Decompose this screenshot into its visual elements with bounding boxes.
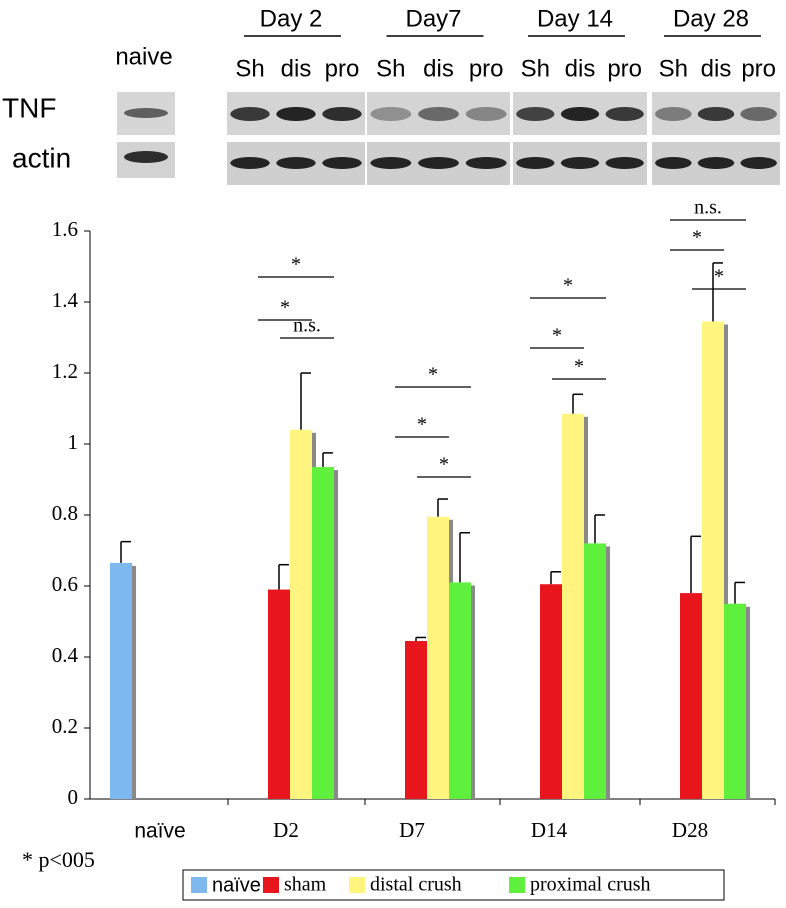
blot-band bbox=[560, 107, 600, 121]
bar bbox=[110, 562, 132, 799]
significance-label: * bbox=[291, 254, 301, 276]
blot-band bbox=[697, 107, 735, 121]
bar bbox=[562, 413, 584, 799]
legend-label: sham bbox=[284, 874, 327, 896]
significance-label: * bbox=[714, 266, 724, 288]
blot-band bbox=[124, 151, 168, 163]
naive-lane-label: naive bbox=[115, 43, 172, 70]
bar bbox=[449, 582, 471, 799]
day-label: Day 2 bbox=[260, 5, 323, 32]
bar bbox=[584, 543, 606, 799]
lane-label: pro bbox=[741, 55, 776, 82]
bar bbox=[290, 429, 312, 799]
blot-band bbox=[322, 107, 362, 121]
x-tick-label: D2 bbox=[273, 818, 299, 842]
significance-label: * bbox=[439, 454, 449, 476]
bar bbox=[724, 603, 746, 799]
significance-label: * bbox=[563, 275, 573, 297]
significance-label: n.s. bbox=[293, 315, 321, 337]
blot-band bbox=[516, 157, 555, 169]
bar bbox=[680, 593, 702, 799]
y-tick-label: 1.2 bbox=[52, 359, 78, 383]
bar bbox=[268, 589, 290, 799]
lane-label: dis bbox=[423, 55, 454, 82]
significance-label: * bbox=[428, 364, 438, 386]
significance-label: * bbox=[417, 414, 427, 436]
lane-label: pro bbox=[325, 55, 360, 82]
bar bbox=[702, 321, 724, 799]
significance-label: * bbox=[692, 227, 702, 249]
blot-band bbox=[124, 108, 168, 118]
blot-band bbox=[740, 107, 777, 121]
y-tick-label: 0 bbox=[68, 785, 79, 809]
legend-label: naïve bbox=[212, 874, 261, 896]
blot-band bbox=[465, 157, 507, 169]
bar bbox=[427, 516, 449, 799]
blot-band bbox=[465, 107, 507, 121]
y-tick-label: 0.6 bbox=[52, 572, 78, 596]
blot-band bbox=[655, 157, 692, 169]
y-tick-label: 0.2 bbox=[52, 714, 78, 738]
x-tick-label: naïve bbox=[134, 820, 185, 843]
blot-band bbox=[740, 157, 777, 169]
blot-band bbox=[230, 107, 270, 121]
blot-band bbox=[370, 157, 412, 169]
blot-band bbox=[605, 157, 644, 169]
blot-band bbox=[418, 157, 459, 169]
significance-label: n.s. bbox=[694, 197, 722, 219]
legend-swatch bbox=[191, 877, 207, 893]
y-tick-label: 0.8 bbox=[52, 501, 78, 525]
lane-label: dis bbox=[281, 55, 312, 82]
day-label: Day 14 bbox=[537, 5, 613, 32]
row-label: actin bbox=[12, 142, 71, 173]
blot-band bbox=[230, 157, 270, 169]
significance-label: * bbox=[552, 325, 562, 347]
day-label: Day7 bbox=[405, 5, 461, 32]
x-tick-label: D14 bbox=[531, 818, 568, 842]
bar bbox=[540, 584, 562, 799]
blot-band bbox=[276, 157, 316, 169]
lane-label: dis bbox=[565, 55, 596, 82]
blot-band bbox=[655, 107, 692, 121]
legend-swatch bbox=[263, 877, 279, 893]
bar bbox=[312, 467, 334, 799]
legend-label: proximal crush bbox=[530, 874, 651, 896]
y-tick-label: 0.4 bbox=[52, 643, 79, 667]
lane-label: dis bbox=[701, 55, 732, 82]
legend-swatch bbox=[509, 877, 525, 893]
blot-band bbox=[605, 107, 644, 121]
blot-band bbox=[560, 157, 600, 169]
lane-label: pro bbox=[469, 55, 504, 82]
y-tick-label: 1.6 bbox=[52, 217, 78, 241]
y-tick-label: 1.4 bbox=[52, 288, 79, 312]
lane-label: Sh bbox=[659, 55, 688, 82]
y-tick-label: 1 bbox=[68, 430, 79, 454]
day-label: Day 28 bbox=[673, 5, 749, 32]
x-tick-label: D7 bbox=[399, 818, 425, 842]
lane-label: Sh bbox=[235, 55, 264, 82]
footnote: * p<005 bbox=[22, 847, 95, 872]
legend-box bbox=[182, 869, 725, 901]
x-tick-label: D28 bbox=[672, 818, 708, 842]
blot-band bbox=[322, 157, 362, 169]
legend-swatch bbox=[349, 877, 365, 893]
lane-label: pro bbox=[607, 55, 642, 82]
lane-label: Sh bbox=[521, 55, 550, 82]
lane-label: Sh bbox=[376, 55, 405, 82]
blot-band bbox=[370, 107, 412, 121]
legend-label: distal crush bbox=[370, 874, 462, 896]
blot-band bbox=[276, 107, 316, 121]
significance-label: * bbox=[280, 297, 290, 319]
blot-band bbox=[516, 107, 555, 121]
blot-band bbox=[697, 157, 735, 169]
row-label: TNF bbox=[2, 92, 56, 123]
blot-band bbox=[418, 107, 459, 121]
significance-label: * bbox=[574, 356, 584, 378]
bar bbox=[405, 641, 427, 799]
